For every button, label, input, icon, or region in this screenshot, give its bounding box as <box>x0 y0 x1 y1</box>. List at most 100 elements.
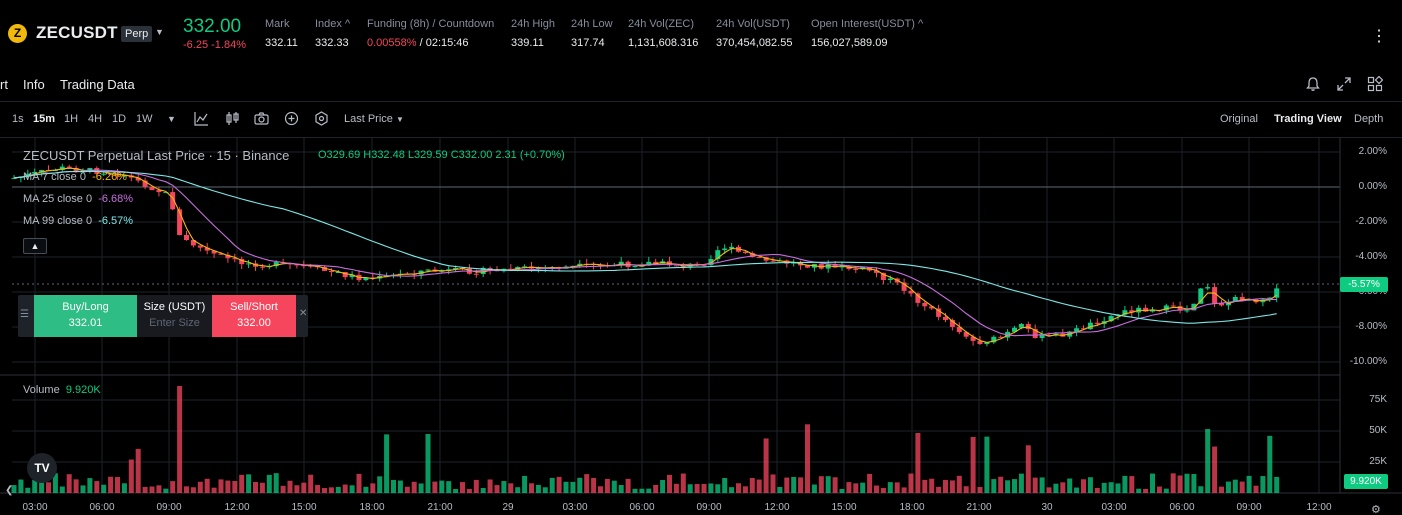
ma25-legend[interactable]: MA 25 close 0 -6.68% <box>23 193 134 205</box>
timeframe-4h[interactable]: 4H <box>88 113 103 125</box>
price-chart[interactable]: ZECUSDT Perpetual Last Price · 15 · Bina… <box>0 138 1402 515</box>
settings-hex-icon[interactable] <box>314 111 329 126</box>
drag-handle-icon[interactable]: ☰ <box>20 309 29 320</box>
time-axis-label: 29 <box>502 502 514 513</box>
candle-body <box>25 173 31 177</box>
volume-bar <box>1087 477 1093 493</box>
chevron-down-icon[interactable]: ▼ <box>167 114 176 124</box>
timeframe-1h[interactable]: 1H <box>64 113 79 125</box>
timeframe-1d[interactable]: 1D <box>112 113 127 125</box>
scroll-left-icon[interactable]: ❮ <box>5 485 14 496</box>
ma99-legend[interactable]: MA 99 close 0 -6.57% <box>23 215 134 227</box>
volume-bar <box>1060 482 1066 493</box>
candle-body <box>11 177 17 179</box>
view-depth[interactable]: Depth <box>1354 113 1384 125</box>
tab-chart[interactable]: rt <box>0 77 8 92</box>
expand-icon[interactable] <box>1336 76 1352 92</box>
volume-bar <box>425 434 431 493</box>
camera-icon[interactable] <box>254 111 269 126</box>
volume-bar <box>701 483 707 493</box>
stat-index[interactable]: Index ^ 332.33 <box>315 18 350 49</box>
volume-bar <box>1039 477 1045 493</box>
candle-body <box>805 265 810 268</box>
candle-body <box>763 257 769 261</box>
candle-body <box>839 265 845 268</box>
close-icon[interactable]: ✕ <box>299 308 308 319</box>
time-axis-label: 03:00 <box>1101 502 1127 513</box>
ma7-legend[interactable]: MA 7 close 0 -6.26% <box>23 171 127 183</box>
candle-body <box>342 271 348 278</box>
bell-icon[interactable] <box>1306 76 1320 92</box>
volume-bar <box>349 485 355 493</box>
add-circle-icon[interactable] <box>284 111 299 126</box>
volume-bar <box>397 480 403 493</box>
volume-bar <box>142 486 148 493</box>
buy-long-button[interactable]: Buy/Long 332.01 <box>34 295 137 337</box>
volume-bar <box>667 474 672 493</box>
chevron-down-icon[interactable]: ▼ <box>155 27 164 37</box>
sell-short-button[interactable]: Sell/Short 332.00 <box>212 295 296 337</box>
volume-bar <box>846 482 852 493</box>
volume-bar <box>763 438 769 493</box>
volume-bar <box>956 475 962 493</box>
volume-bar <box>977 487 983 493</box>
size-input[interactable]: Size (USDT) Enter Size <box>137 295 212 337</box>
volume-bar <box>59 486 65 493</box>
volume-bar <box>832 477 838 493</box>
chart-title: ZECUSDT Perpetual Last Price · 15 · Bina… <box>23 148 290 163</box>
tab-trading-data[interactable]: Trading Data <box>60 77 135 92</box>
symbol-selector[interactable]: ZECUSDT <box>36 23 118 42</box>
candle-body <box>1184 310 1190 312</box>
candle-body <box>853 269 859 271</box>
candle-body <box>225 254 231 259</box>
volume-bar <box>694 484 700 493</box>
volume-bar <box>280 485 286 493</box>
candle-body <box>1163 305 1169 311</box>
volume-bar <box>598 486 603 493</box>
timeframe-1w[interactable]: 1W <box>136 113 153 125</box>
view-trading-view[interactable]: Trading View <box>1274 113 1342 125</box>
current-price-tag: -5.57% <box>1340 277 1388 292</box>
tab-info[interactable]: Info <box>23 77 45 92</box>
candle-body <box>1081 328 1086 330</box>
volume-bar <box>308 474 314 493</box>
volume-bar <box>515 487 521 493</box>
stat-label: 24h Vol(ZEC) <box>628 18 695 30</box>
candle-type-icon[interactable] <box>225 111 240 126</box>
candle-body <box>425 269 431 271</box>
candle-body <box>121 175 127 177</box>
candle-body <box>970 336 976 341</box>
price-axis-label: -8.00% <box>1355 321 1387 332</box>
view-original[interactable]: Original <box>1220 113 1258 125</box>
layout-grid-icon[interactable] <box>1367 76 1383 92</box>
volume-bar <box>653 484 659 493</box>
timeframe-1s[interactable]: 1s <box>12 113 24 125</box>
volume-bar <box>1018 473 1024 493</box>
candle-body <box>39 170 45 172</box>
volume-bar <box>1239 481 1245 493</box>
volume-bar <box>722 478 728 493</box>
price-axis-label: 2.00% <box>1358 146 1387 157</box>
stat-label: 24h High <box>511 18 556 30</box>
collapse-legend-button[interactable]: ▲ <box>23 238 47 254</box>
time-axis-label: 03:00 <box>562 502 588 513</box>
time-axis-label: 21:00 <box>966 502 992 513</box>
tradingview-logo[interactable]: TV <box>27 453 57 483</box>
candle-body <box>936 308 942 317</box>
more-icon[interactable]: ⋮ <box>1371 28 1388 45</box>
candle-body <box>1032 329 1038 338</box>
candle-body <box>1212 287 1218 304</box>
stat-open-interest[interactable]: Open Interest(USDT) ^ 156,027,589.09 <box>811 18 923 49</box>
volume-bar <box>1094 487 1100 493</box>
volume-bar <box>867 473 873 493</box>
volume-bar <box>936 486 942 493</box>
candle-body <box>163 192 169 194</box>
candle-body <box>1129 310 1135 313</box>
candle-body <box>729 246 735 249</box>
indicator-icon[interactable] <box>194 111 209 126</box>
chart-canvas[interactable] <box>0 138 1402 515</box>
price-type-select[interactable]: Last Price ▼ <box>344 113 404 125</box>
gear-icon[interactable]: ⚙ <box>1371 504 1381 515</box>
volume-bar <box>791 476 797 493</box>
timeframe-15m[interactable]: 15m <box>33 113 56 125</box>
